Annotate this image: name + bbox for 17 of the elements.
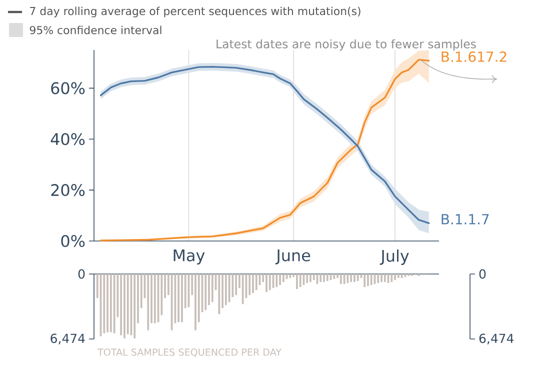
y-tick-label: 60% xyxy=(51,82,85,94)
text: 95% confidence interval xyxy=(30,26,162,34)
y-tick-label: 6,474 xyxy=(50,334,85,344)
y2-tick-label: 6,474 xyxy=(479,334,514,344)
x-axis-title: TOTAL SAMPLES SEQUENCED PER DAY xyxy=(97,348,282,357)
y-tick-label: 0% xyxy=(61,234,85,248)
series-label: B.1.1.7 xyxy=(442,214,489,224)
series-label: B.1.617.2 xyxy=(442,51,506,62)
y-tick-label: 40% xyxy=(50,133,85,146)
annotation: Latest dates are noisy due to fewer samples xyxy=(216,39,476,51)
text: 7 day rolling average of percent sequences with mutation(s) xyxy=(30,6,360,18)
y2-tick-label: 0 xyxy=(479,269,486,279)
x-tick-label: June xyxy=(275,250,310,264)
y-tick-label: 20% xyxy=(51,184,85,196)
x-tick-label: May xyxy=(174,250,205,264)
x-tick-label: July xyxy=(380,250,409,265)
y-tick-label: 0 xyxy=(78,269,85,279)
